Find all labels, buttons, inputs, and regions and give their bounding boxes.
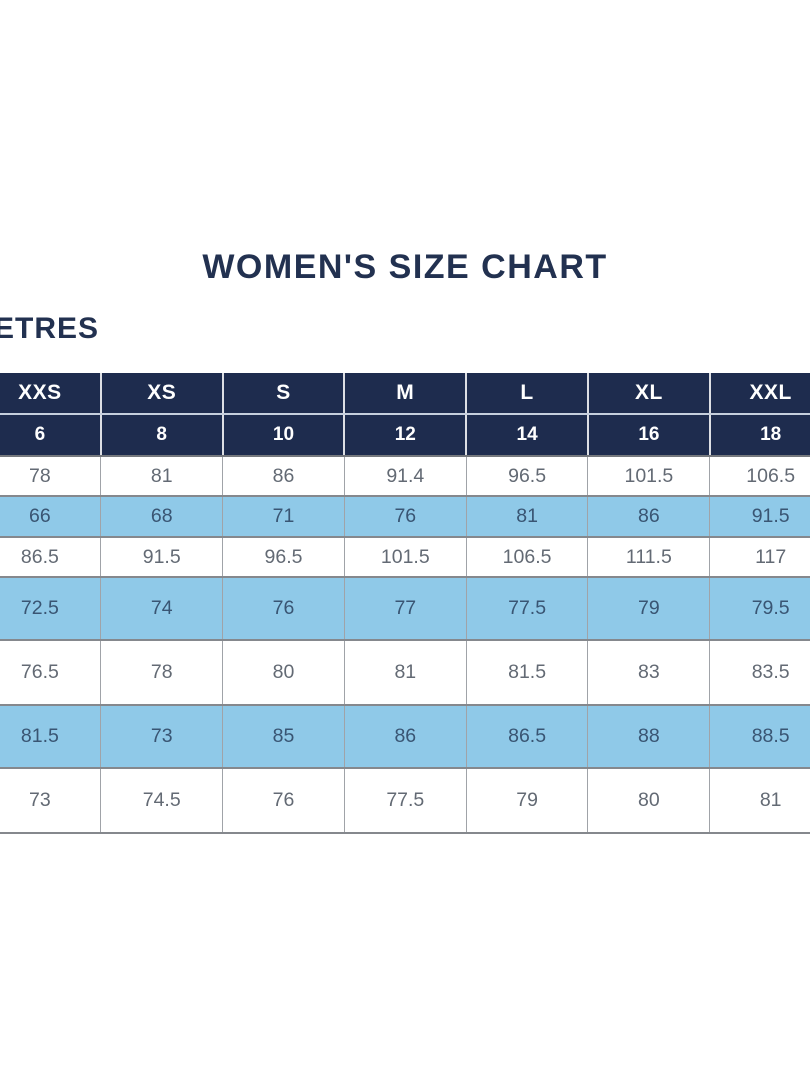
measurement-cell: 106.5 <box>709 455 810 497</box>
size-label-cell: XS <box>99 373 224 415</box>
measurement-cell: 73 <box>0 767 102 834</box>
size-label-cell: S <box>221 373 346 415</box>
measurement-cell: 76 <box>222 767 345 834</box>
measurement-cell: 88.5 <box>709 704 810 769</box>
measurement-cell: 77.5 <box>465 576 589 641</box>
measurement-cell: 83.5 <box>709 639 810 706</box>
table-row: 81.5 73 85 86 86.5 88 88.5 <box>0 704 810 769</box>
size-label-cell: L <box>465 373 589 415</box>
measurement-cell: 76 <box>222 576 345 641</box>
measurement-cell: 66 <box>0 495 102 538</box>
measurement-cell: 106.5 <box>465 536 589 578</box>
measurement-cell: 79 <box>465 767 589 834</box>
measurement-cell: 86.5 <box>0 536 102 578</box>
measurement-cell: 81.5 <box>0 704 102 769</box>
size-label-cell: XXS <box>0 373 102 415</box>
size-number-cell: 8 <box>99 414 224 457</box>
measurement-cell: 74.5 <box>100 767 224 834</box>
size-number-cell: 12 <box>343 414 468 457</box>
measurement-cell: 96.5 <box>222 536 345 578</box>
measurement-cell: 101.5 <box>587 455 711 497</box>
size-label-cell: M <box>343 373 468 415</box>
table-row: 76.5 78 80 81 81.5 83 83.5 <box>0 639 810 706</box>
measurement-cell: 77 <box>343 576 467 641</box>
measurement-cell: 71 <box>222 495 345 538</box>
measurement-cell: 101.5 <box>343 536 467 578</box>
measurement-cell: 91.4 <box>343 455 467 497</box>
measurement-cell: 77.5 <box>343 767 467 834</box>
size-number-cell: 18 <box>708 414 810 457</box>
header-row: 6 8 10 12 14 16 18 <box>0 414 810 457</box>
measurement-cell: 88 <box>587 704 711 769</box>
table-row: 73 74.5 76 77.5 79 80 81 <box>0 767 810 834</box>
measurement-cell: 91.5 <box>709 495 810 538</box>
header-row: XXS XS S M L XL XXL <box>0 373 810 415</box>
measurement-cell: 74 <box>100 576 224 641</box>
table-head: XXS XS S M L XL XXL 6 8 10 12 14 16 18 <box>0 373 810 457</box>
table-row: 86.5 91.5 96.5 101.5 106.5 111.5 117 <box>0 536 810 578</box>
measurement-cell: 78 <box>0 455 102 497</box>
measurement-cell: 86 <box>343 704 467 769</box>
measurement-cell: 80 <box>222 639 345 706</box>
measurement-cell: 86.5 <box>465 704 589 769</box>
measurement-cell: 76.5 <box>0 639 102 706</box>
measurement-cell: 81 <box>343 639 467 706</box>
size-number-cell: 10 <box>221 414 346 457</box>
size-label-cell: XL <box>586 373 711 415</box>
table-row: 66 68 71 76 81 86 91.5 <box>0 495 810 538</box>
table-row: 72.5 74 76 77 77.5 79 79.5 <box>0 576 810 641</box>
measurement-cell: 81.5 <box>465 639 589 706</box>
measurement-cell: 96.5 <box>465 455 589 497</box>
measurement-cell: 72.5 <box>0 576 102 641</box>
table-viewport: XXS XS S M L XL XXL 6 8 10 12 14 16 18 78 81 86 91.4 96.5… <box>0 373 810 835</box>
measurement-cell: 80 <box>587 767 711 834</box>
measurement-cell: 86 <box>587 495 711 538</box>
measurement-cell: 91.5 <box>100 536 224 578</box>
measurement-cell: 76 <box>343 495 467 538</box>
measurement-cell: 73 <box>100 704 224 769</box>
table-row: 78 81 86 91.4 96.5 101.5 106.5 <box>0 455 810 497</box>
measurement-cell: 85 <box>222 704 345 769</box>
size-number-cell: 16 <box>586 414 711 457</box>
table-body: 78 81 86 91.4 96.5 101.5 106.5 66 68 71 76 81 86 91.5… <box>0 455 810 834</box>
size-label-cell: XXL <box>708 373 810 415</box>
measurement-cell: 79 <box>587 576 711 641</box>
size-number-cell: 6 <box>0 414 102 457</box>
size-chart-table: XXS XS S M L XL XXL 6 8 10 12 14 16 18 78 81 86 91.4 96.5… <box>0 373 810 834</box>
measurement-cell: 86 <box>222 455 345 497</box>
measurement-cell: 111.5 <box>587 536 711 578</box>
measurement-cell: 81 <box>465 495 589 538</box>
size-number-cell: 14 <box>465 414 589 457</box>
units-label: ETRES <box>0 312 100 345</box>
measurement-cell: 79.5 <box>709 576 810 641</box>
measurement-cell: 81 <box>100 455 224 497</box>
measurement-cell: 117 <box>709 536 810 578</box>
measurement-cell: 68 <box>100 495 224 538</box>
measurement-cell: 83 <box>587 639 711 706</box>
page-title: WOMEN'S SIZE CHART <box>202 248 608 286</box>
measurement-cell: 78 <box>100 639 224 706</box>
measurement-cell: 81 <box>709 767 810 834</box>
